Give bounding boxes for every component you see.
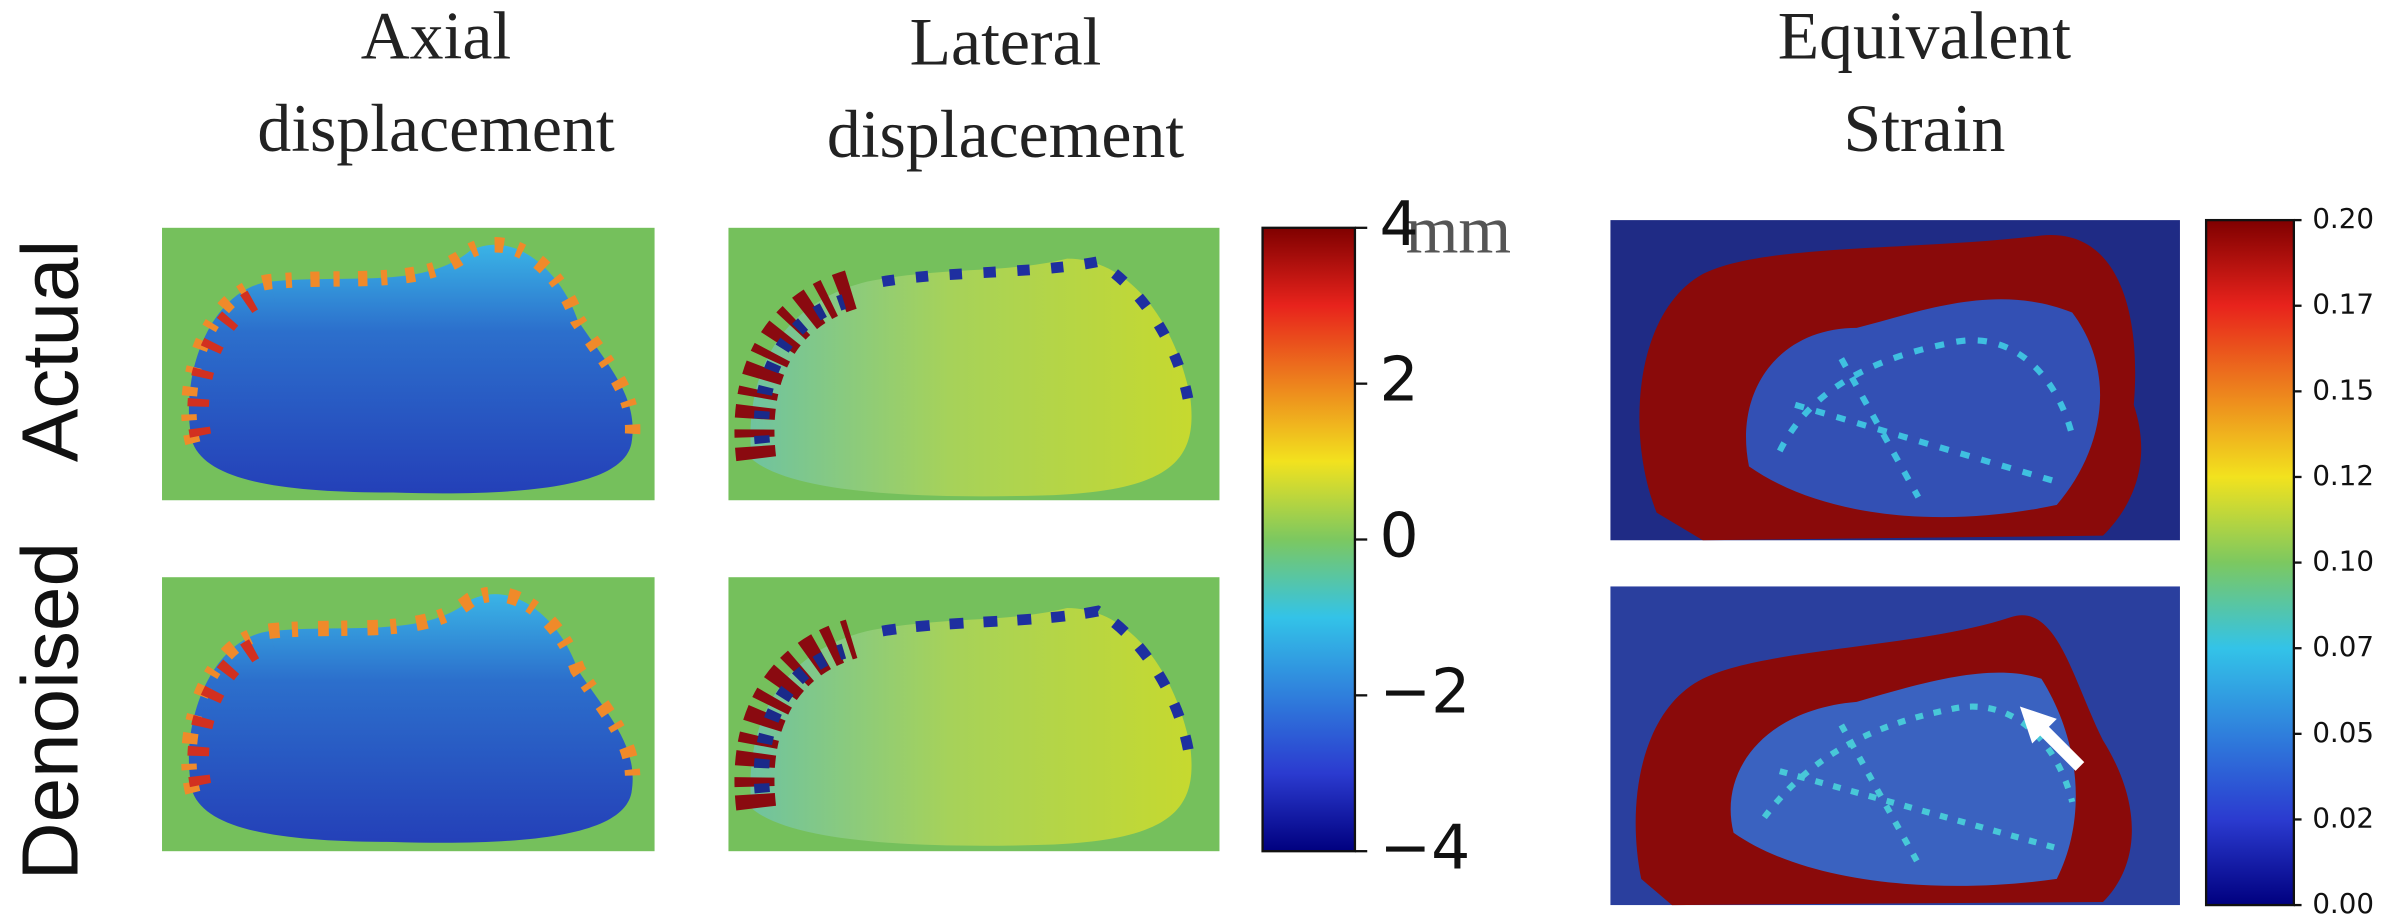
column-title: Lateral — [910, 5, 1102, 80]
tick-label: 0.20 — [2312, 202, 2374, 235]
heatmap-panel — [162, 577, 655, 851]
page: Axial displacement Lateral displacement … — [0, 0, 2402, 922]
tick-label: 0.02 — [2312, 801, 2374, 834]
heatmap-panel — [1610, 220, 2180, 540]
tick-label: 0.00 — [2312, 887, 2374, 920]
tick-label: −4 — [1380, 811, 1471, 883]
column-title: displacement — [257, 91, 614, 166]
row-label: Actual — [5, 240, 94, 462]
heatmap-panel — [1610, 586, 2180, 905]
tick-label: 0.10 — [2312, 545, 2374, 578]
heatmap-panel — [728, 577, 1219, 851]
tick-label: 0.07 — [2312, 630, 2374, 663]
heatmap-panel — [728, 228, 1219, 500]
figure: Axial displacement Lateral displacement … — [0, 0, 2402, 922]
heatmap-panel — [162, 228, 655, 500]
tick-label: 0.15 — [2312, 373, 2374, 406]
colorbar — [2206, 220, 2294, 905]
tick-label: 0.17 — [2312, 288, 2374, 321]
column-title: Axial — [361, 0, 511, 73]
tick-label: 0 — [1380, 500, 1419, 572]
colorbar — [1263, 228, 1355, 851]
tick-label: 4 — [1380, 188, 1419, 260]
column-title: Strain — [1844, 91, 2006, 166]
colorbar-unit: mm — [1406, 192, 1511, 267]
tick-label: 0.05 — [2312, 716, 2374, 749]
tick-label: 2 — [1380, 344, 1419, 416]
row-label: Denoised — [5, 542, 94, 880]
tick-label: −2 — [1380, 655, 1471, 727]
tick-label: 0.12 — [2312, 459, 2374, 492]
column-title: Equivalent — [1778, 0, 2072, 73]
column-title: displacement — [827, 97, 1184, 172]
